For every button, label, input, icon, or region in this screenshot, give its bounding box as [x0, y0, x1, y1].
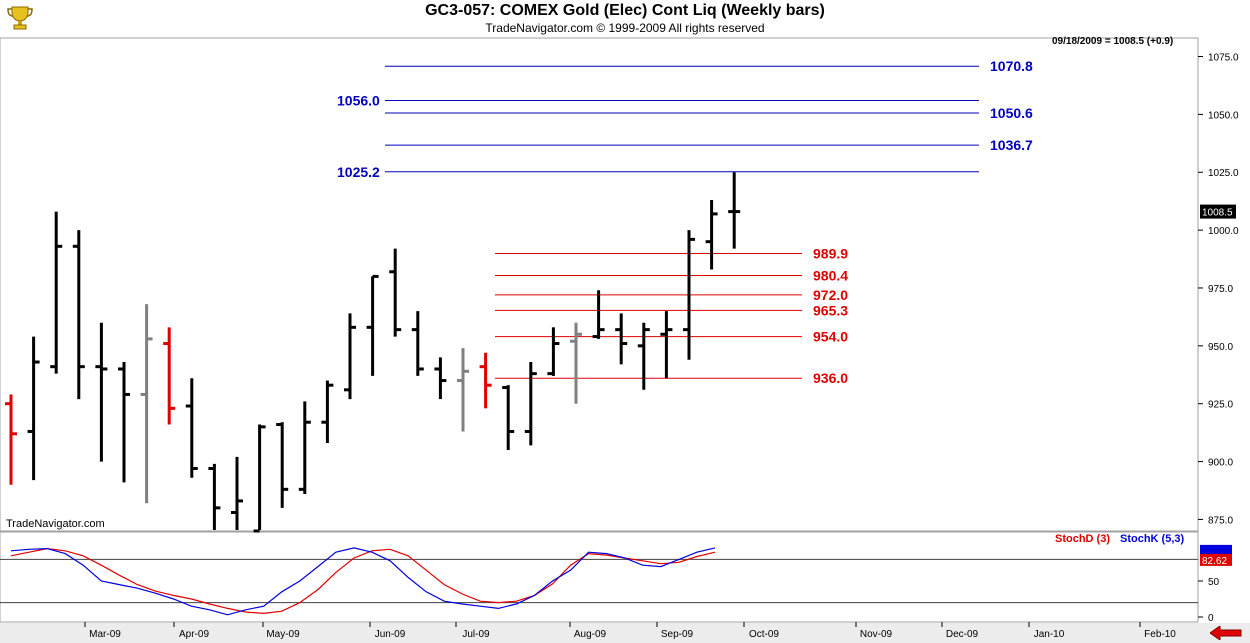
y-tick-label: 1050.0: [1208, 110, 1239, 121]
stoch-y-tick-label: 0: [1208, 613, 1214, 624]
projection-label: 1050.6: [990, 105, 1033, 121]
price-plot-border: [0, 37, 1199, 532]
price-bars: [5, 172, 741, 533]
projection-label: 1056.0: [337, 92, 380, 108]
x-tick-label: Oct-09: [749, 629, 779, 640]
y-tick-label: 1000.0: [1208, 226, 1239, 237]
last-price-box: [1200, 204, 1236, 219]
chart-subtitle: TradeNavigator.com © 1999-2009 All right…: [485, 21, 765, 35]
y-tick-label: 875.0: [1208, 515, 1233, 526]
chart-title: GC3-057: COMEX Gold (Elec) Cont Liq (Wee…: [425, 2, 825, 19]
stochd-line: [10, 547, 716, 615]
retracement-label: 936.0: [813, 370, 848, 386]
last-price-label: 1008.5: [1202, 208, 1233, 219]
x-tick-label: Apr-09: [179, 629, 209, 640]
x-tick-label: Jul-09: [462, 629, 490, 640]
legend-stochk: StochK (5,3): [1120, 533, 1185, 545]
stochd-last-box: [1200, 553, 1232, 566]
last-bar-info: 09/18/2009 = 1008.5 (+0.9): [1052, 36, 1174, 47]
x-tick-label: Nov-09: [860, 629, 893, 640]
trophy-icon[interactable]: [6, 4, 34, 30]
retracement-label: 972.0: [813, 287, 848, 303]
y-tick-label: 1025.0: [1208, 168, 1239, 179]
projection-label: 1036.7: [990, 137, 1033, 153]
left-arrow-icon[interactable]: [1210, 626, 1242, 640]
retracement-label: 980.4: [813, 267, 848, 283]
y-tick-label: 900.0: [1208, 458, 1233, 469]
y-tick-label: 950.0: [1208, 342, 1233, 353]
legend-stochd: StochD (3): [1055, 533, 1110, 545]
retracement-label: 954.0: [813, 329, 848, 345]
chart-frame: [0, 37, 1250, 643]
time-axis-band: [0, 623, 1250, 643]
projection-label: 1070.8: [990, 58, 1033, 74]
retracement-label: 965.3: [813, 302, 848, 318]
stochk-line: [10, 547, 716, 616]
price-axis: 875.0 900.0 925.0 950.0 975.0 1000.0 1025.0 105…: [1198, 53, 1239, 526]
stoch-last-label: 82.62: [1202, 556, 1227, 567]
x-tick-label: Dec-09: [946, 629, 979, 640]
retracement-label: 989.9: [813, 245, 848, 261]
watermark: TradeNavigator.com: [6, 518, 105, 530]
y-tick-label: 1075.0: [1208, 53, 1239, 64]
time-axis: Mar-09 Apr-09 May-09 Jun-09 Jul-09 Aug-09 Sep-…: [84, 622, 1176, 640]
stoch-plot-border: [0, 531, 1199, 623]
level-lines: 1070.8 1056.0 1050.6 1036.7 1025.2 989.9 980.4…: [337, 58, 1033, 386]
x-tick-label: Aug-09: [574, 629, 607, 640]
x-tick-label: Feb-10: [1144, 629, 1176, 640]
projection-label: 1025.2: [337, 164, 380, 180]
y-tick-label: 925.0: [1208, 400, 1233, 411]
x-tick-label: May-09: [266, 629, 300, 640]
stochastic-panel: 0 50 82.62: [0, 544, 1232, 624]
stoch-y-tick-label: 50: [1208, 577, 1220, 588]
y-tick-label: 975.0: [1208, 284, 1233, 295]
x-tick-label: Sep-09: [661, 629, 694, 640]
x-tick-label: Jan-10: [1034, 629, 1065, 640]
x-tick-label: Jun-09: [375, 629, 406, 640]
x-tick-label: Mar-09: [89, 629, 121, 640]
